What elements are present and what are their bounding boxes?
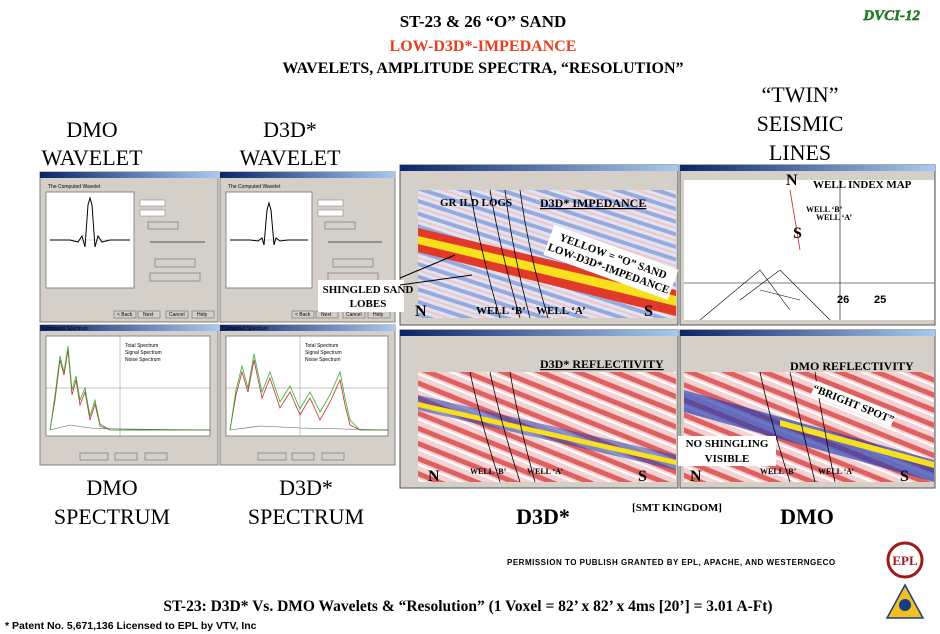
text: SPECTRUM: [54, 504, 170, 529]
text: LOBES: [350, 298, 387, 310]
spectrum-window: Computed Spectrum Total Spectrum Signal …: [39, 324, 219, 466]
text: EPL: [892, 553, 918, 568]
annotation: GR ILD LOGS: [440, 197, 512, 209]
direction: S: [793, 225, 802, 242]
text: Help: [197, 312, 208, 318]
permission: PERMISSION TO PUBLISH GRANTED BY EPL, AP…: [507, 558, 836, 567]
patent: * Patent No. 5,671,136 Licensed to EPL b…: [5, 620, 257, 632]
heading: DMO WAVELET: [41, 117, 143, 170]
annotation: WELL ‘A’: [818, 467, 854, 476]
text: Signal Spectrum: [305, 350, 342, 356]
text: Signal Spectrum: [125, 350, 162, 356]
slide-code: DVCI-12: [862, 8, 920, 24]
direction: S: [644, 303, 653, 320]
annotation: WELL ‘A’: [816, 213, 852, 222]
text: SPECTRUM: [248, 504, 364, 529]
annotation: WELL ‘B’: [760, 467, 797, 476]
text: Help: [373, 312, 384, 318]
text: D3D*: [279, 475, 333, 500]
text: DMO: [86, 475, 137, 500]
caption: ST-23: D3D* Vs. DMO Wavelets & “Resoluti…: [163, 598, 772, 615]
text: SHINGLED SAND: [323, 284, 414, 296]
direction: N: [428, 468, 440, 485]
annotation: WELL ‘A’: [536, 305, 586, 317]
subtitle-2: WAVELETS, AMPLITUDE SPECTRA, “RESOLUTION…: [282, 60, 683, 77]
text: D3D*: [263, 117, 317, 142]
impedance-panel: GR ILD LOGS D3D* IMPEDANCE N S WELL ‘B’ …: [318, 164, 679, 326]
text: Computed Spectrum: [42, 326, 88, 332]
text: WAVELET: [41, 145, 143, 170]
heading: D3D* SPECTRUM: [248, 475, 364, 529]
annotation: 26: [837, 294, 849, 306]
text: Cancel: [169, 312, 185, 318]
wavelet-window: The Computed Wavelet < Back Next Cancel …: [39, 171, 219, 323]
panel-title: WELL INDEX MAP: [813, 179, 912, 191]
text: Computed Spectrum: [222, 326, 268, 332]
annotation: WELL ‘B’: [806, 205, 843, 214]
text: SEISMIC: [757, 111, 844, 136]
text: VISIBLE: [705, 453, 750, 465]
direction: N: [415, 303, 427, 320]
text: The Computed Wavelet: [48, 184, 101, 190]
spectrum-window: Computed Spectrum Total Spectrum Signal …: [219, 324, 396, 466]
direction: S: [638, 468, 647, 485]
text: “TWIN”: [762, 82, 839, 107]
heading: D3D* WAVELET: [239, 117, 341, 170]
annotation: 25: [874, 294, 886, 306]
text: DMO: [66, 117, 117, 142]
text: Noise Spectrum: [305, 357, 341, 363]
text: Total Spectrum: [125, 343, 158, 349]
text: Next: [143, 312, 154, 318]
direction: N: [786, 172, 798, 189]
text: Next: [321, 312, 332, 318]
panel-title: D3D* REFLECTIVITY: [540, 357, 664, 371]
heading: DMO SPECTRUM: [54, 475, 170, 529]
panel-title: D3D* IMPEDANCE: [540, 196, 646, 210]
text: WAVELET: [239, 145, 341, 170]
text: Total Spectrum: [305, 343, 338, 349]
text: Noise Spectrum: [125, 357, 161, 363]
text: < Back: [295, 312, 311, 318]
annotation: SHINGLED SAND LOBES: [323, 284, 414, 310]
reflectivity-panel: DMO REFLECTIVITY “BRIGHT SPOT” NO SHINGL…: [678, 329, 936, 489]
heading: D3D*: [516, 504, 570, 529]
logo: EPL: [885, 541, 925, 619]
text: < Back: [117, 312, 133, 318]
title: ST-23 & 26 “O” SAND: [400, 12, 567, 31]
annotation: NO SHINGLING VISIBLE: [686, 438, 769, 465]
text: NO SHINGLING: [686, 438, 769, 450]
annotation: WELL ‘B’: [476, 305, 526, 317]
heading: “TWIN” SEISMIC LINES: [757, 82, 844, 165]
map-panel: WELL INDEX MAP N S WELL ‘B’ WELL ‘A’ 26 …: [679, 164, 936, 326]
reflectivity-panel: D3D* REFLECTIVITY N S WELL ‘B’ WELL ‘A’: [399, 329, 679, 489]
text: The Computed Wavelet: [228, 184, 281, 190]
direction: S: [900, 468, 909, 485]
software-label: [SMT KINGDOM]: [632, 502, 722, 514]
direction: N: [690, 468, 702, 485]
annotation: WELL ‘A’: [527, 467, 563, 476]
text: Cancel: [346, 312, 362, 318]
text: LINES: [769, 140, 831, 165]
subtitle: LOW-D3D*-IMPEDANCE: [390, 38, 577, 55]
panel-title: DMO REFLECTIVITY: [790, 359, 914, 373]
annotation: WELL ‘B’: [470, 467, 507, 476]
heading: DMO: [780, 504, 834, 529]
